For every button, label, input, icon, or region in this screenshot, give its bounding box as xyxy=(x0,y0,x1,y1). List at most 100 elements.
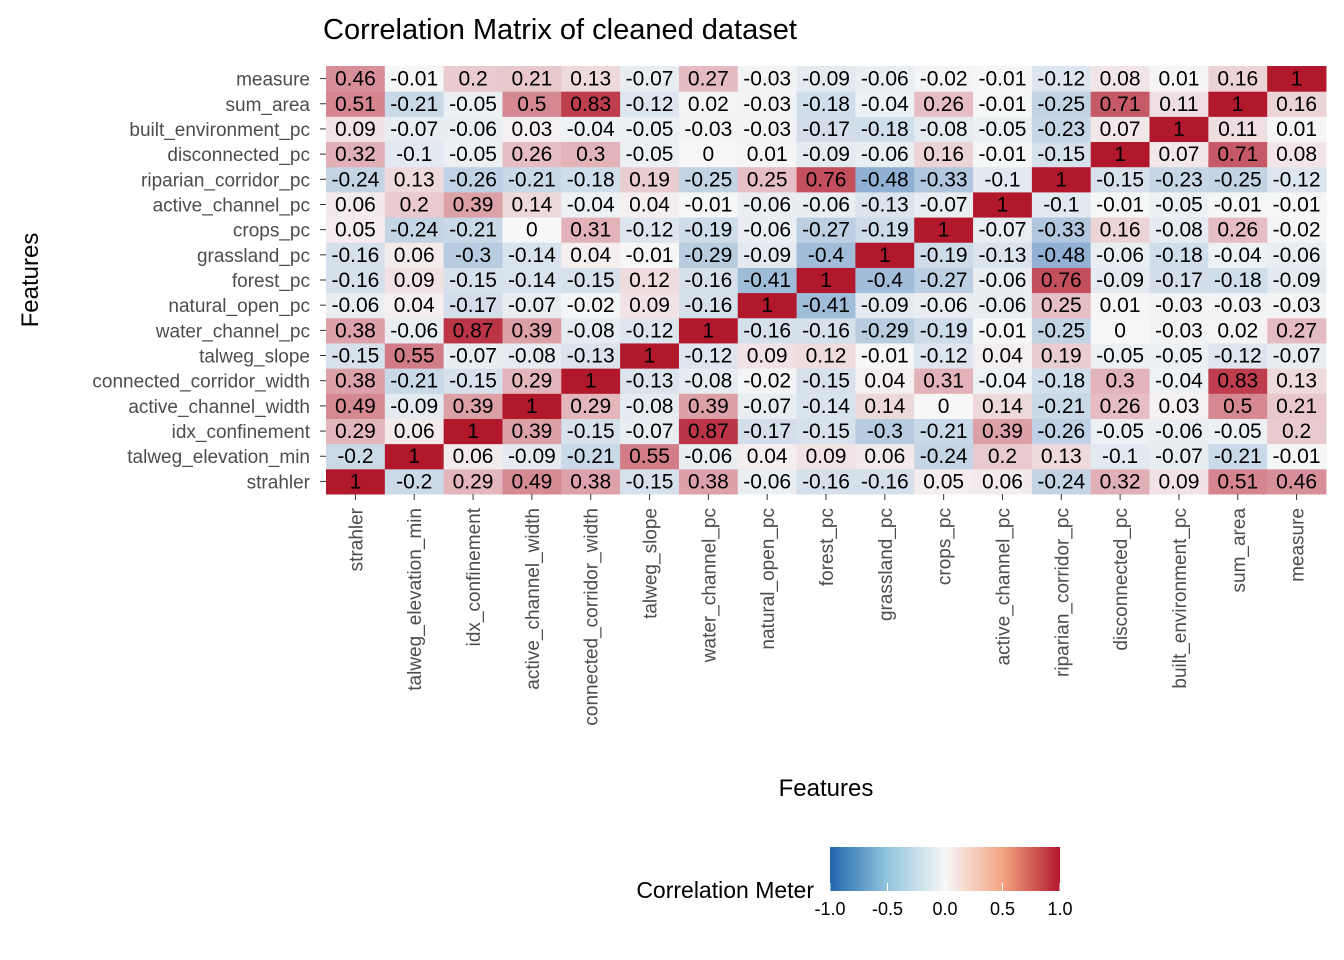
cell-value-label: -0.03 xyxy=(743,118,791,141)
cell-value-label: -0.05 xyxy=(1096,420,1144,443)
cell-value-label: 0.03 xyxy=(1159,395,1200,418)
cell-value-label: 0.01 xyxy=(747,143,788,166)
heatmap-cell xyxy=(1149,166,1209,193)
cell-value-label: -0.09 xyxy=(802,68,850,91)
cell-value-label: -0.03 xyxy=(1155,294,1203,317)
heatmap-cell xyxy=(620,141,680,168)
cell-value-label: -0.08 xyxy=(567,319,615,342)
cell-value-label: 0.39 xyxy=(511,319,552,342)
cell-value-label: 0.16 xyxy=(923,143,964,166)
cell-value-label: -0.23 xyxy=(1155,168,1203,191)
heatmap-cell xyxy=(502,116,562,143)
heatmap-cell xyxy=(561,393,621,419)
cell-value-label: 0.01 xyxy=(1276,118,1317,141)
x-tick-label: strahler xyxy=(346,507,367,571)
cell-value-label: -0.19 xyxy=(684,219,732,242)
heatmap-cell xyxy=(737,317,798,344)
cell-value-label: -0.18 xyxy=(567,168,615,191)
heatmap-cell xyxy=(1267,116,1327,143)
y-tick-label: sum_area xyxy=(226,95,311,116)
heatmap-cell xyxy=(561,217,621,243)
legend-tick-label: 0.5 xyxy=(990,899,1015,919)
cell-value-label: -0.41 xyxy=(802,294,850,317)
cell-value-label: -0.1 xyxy=(1043,193,1079,216)
cell-value-label: -0.16 xyxy=(802,319,850,342)
cell-value-label: 1 xyxy=(938,219,950,242)
cell-value-label: -0.05 xyxy=(449,93,497,116)
heatmap-cell xyxy=(737,141,798,168)
heatmap-cell xyxy=(384,317,445,344)
cell-value-label: -0.16 xyxy=(802,470,850,493)
cell-value-label: -0.17 xyxy=(743,420,791,443)
heatmap-cell xyxy=(1267,267,1327,294)
cell-value-label: 0.76 xyxy=(1041,269,1082,292)
cell-value-label: 0.32 xyxy=(1100,470,1141,493)
cell-value-label: 0.05 xyxy=(335,219,376,242)
cell-value-label: -0.06 xyxy=(861,68,909,91)
heatmap-cell xyxy=(737,342,798,369)
cell-value-label: -0.12 xyxy=(920,345,968,368)
cell-value-label: -0.15 xyxy=(449,370,497,393)
cell-value-label: -0.15 xyxy=(1037,143,1085,166)
cell-value-label: 0.38 xyxy=(335,370,376,393)
cell-value-label: 0.55 xyxy=(629,445,670,468)
cell-value-label: -0.01 xyxy=(1214,193,1262,216)
heatmap-cell xyxy=(561,191,621,218)
heatmap-cell xyxy=(1090,368,1151,394)
cell-value-label: -0.04 xyxy=(861,93,909,116)
heatmap-cell xyxy=(1090,443,1151,470)
heatmap-cell xyxy=(914,91,974,117)
cell-value-label: -0.05 xyxy=(449,143,497,166)
heatmap-cell xyxy=(326,418,386,445)
heatmap-cell xyxy=(1267,242,1327,268)
heatmap-cell xyxy=(855,141,915,168)
cell-value-label: 0.38 xyxy=(335,319,376,342)
cell-value-label: -0.48 xyxy=(1037,244,1085,267)
cell-value-label: 0.16 xyxy=(1100,219,1141,242)
cell-value-label: 0.2 xyxy=(988,445,1017,468)
heatmap-cell xyxy=(1031,393,1092,419)
y-axis-ticks: strahler talweg_elevation_min idx_confinem… xyxy=(92,70,326,493)
heatmap-cell xyxy=(561,66,621,92)
heatmap-cell xyxy=(1149,418,1209,445)
cell-value-label: 0.08 xyxy=(1276,143,1317,166)
heatmap-cell xyxy=(796,217,856,243)
heatmap-cell xyxy=(1267,217,1327,243)
heatmap-cell xyxy=(914,443,974,470)
cell-value-label: 0.39 xyxy=(453,193,494,216)
heatmap-cell xyxy=(1208,342,1268,369)
heatmap-cell xyxy=(1031,267,1092,294)
heatmap-cell xyxy=(1267,66,1327,92)
heatmap-cell xyxy=(384,66,445,92)
cell-value-label: -0.06 xyxy=(1096,244,1144,267)
cell-value-label: -0.07 xyxy=(743,395,791,418)
cell-value-label: -0.04 xyxy=(979,370,1027,393)
heatmap-cell xyxy=(561,368,621,394)
cell-value-label: 0.04 xyxy=(394,294,435,317)
heatmap-cell xyxy=(914,166,974,193)
heatmap-cell xyxy=(443,393,503,419)
cell-value-label: 0.2 xyxy=(400,193,429,216)
cell-value-label: -0.01 xyxy=(626,244,674,267)
cell-value-label: 0.09 xyxy=(335,118,376,141)
cell-value-label: 0.08 xyxy=(1100,68,1141,91)
heatmap-cell xyxy=(1090,217,1151,243)
cell-value-label: 0.38 xyxy=(688,470,729,493)
y-tick-label: natural_open_pc xyxy=(168,296,310,317)
cell-value-label: 0.51 xyxy=(335,93,376,116)
cell-value-label: 0.04 xyxy=(629,193,670,216)
x-tick-label: crops_pc xyxy=(935,508,956,585)
heatmap-cell xyxy=(1208,267,1268,294)
heatmap-cell xyxy=(620,191,680,218)
y-tick-label: active_channel_pc xyxy=(153,195,310,216)
heatmap-cell xyxy=(1149,468,1209,495)
cell-value-label: 0.87 xyxy=(453,319,494,342)
heatmap-cell xyxy=(737,166,798,193)
heatmap-cell xyxy=(973,91,1033,117)
cell-value-label: -0.01 xyxy=(684,193,732,216)
cell-value-label: 0.04 xyxy=(864,370,905,393)
heatmap-cell xyxy=(1149,443,1209,470)
heatmap-cell xyxy=(678,368,739,394)
heatmap-cell xyxy=(1149,292,1209,319)
cell-value-label: -0.09 xyxy=(802,143,850,166)
